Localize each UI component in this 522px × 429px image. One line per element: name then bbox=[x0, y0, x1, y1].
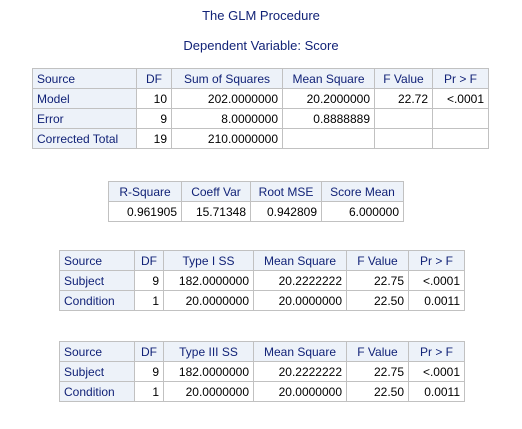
cell-df: 1 bbox=[134, 381, 164, 402]
cell-score-mean: 6.000000 bbox=[321, 201, 404, 222]
table-header-row: Source DF Type I SS Mean Square F Value … bbox=[59, 250, 465, 271]
cell-ss: 202.0000000 bbox=[171, 88, 283, 109]
cell-ms: 20.2222222 bbox=[253, 270, 347, 291]
col-header-coeff-var: Coeff Var bbox=[181, 181, 251, 202]
table-row: Condition 1 20.0000000 20.0000000 22.50 … bbox=[59, 290, 465, 311]
col-header-source: Source bbox=[59, 250, 135, 271]
col-header-source: Source bbox=[59, 341, 135, 362]
cell-f bbox=[374, 108, 433, 129]
col-header-df: DF bbox=[134, 341, 164, 362]
row-header: Error bbox=[32, 108, 137, 129]
row-header: Condition bbox=[59, 381, 135, 402]
cell-p bbox=[432, 128, 489, 149]
col-header-r-square: R-Square bbox=[108, 181, 182, 202]
cell-f bbox=[374, 128, 433, 149]
cell-ss: 8.0000000 bbox=[171, 108, 283, 129]
row-header: Model bbox=[32, 88, 137, 109]
fit-statistics-table: R-Square Coeff Var Root MSE Score Mean 0… bbox=[108, 181, 404, 222]
col-header-source: Source bbox=[32, 68, 137, 89]
cell-coeff-var: 15.71348 bbox=[181, 201, 251, 222]
col-header-mean-square: Mean Square bbox=[253, 250, 347, 271]
cell-ss: 210.0000000 bbox=[171, 128, 283, 149]
cell-f: 22.75 bbox=[346, 270, 409, 291]
dependent-variable-title: Dependent Variable: Score bbox=[183, 38, 339, 53]
cell-df: 10 bbox=[136, 88, 172, 109]
row-header: Corrected Total bbox=[32, 128, 137, 149]
col-header-pr-f: Pr > F bbox=[408, 341, 465, 362]
cell-df: 1 bbox=[134, 290, 164, 311]
cell-df: 9 bbox=[134, 270, 164, 291]
col-header-type3-ss: Type III SS bbox=[163, 341, 254, 362]
type3-ss-table: Source DF Type III SS Mean Square F Valu… bbox=[59, 341, 465, 402]
cell-ss: 20.0000000 bbox=[163, 290, 254, 311]
cell-p: <.0001 bbox=[408, 270, 465, 291]
row-header: Subject bbox=[59, 270, 135, 291]
table-header-row: Source DF Type III SS Mean Square F Valu… bbox=[59, 341, 465, 362]
col-header-pr-f: Pr > F bbox=[432, 68, 489, 89]
col-header-df: DF bbox=[134, 250, 164, 271]
col-header-mean-square: Mean Square bbox=[253, 341, 347, 362]
cell-p: 0.0011 bbox=[408, 381, 465, 402]
cell-p: 0.0011 bbox=[408, 290, 465, 311]
anova-table: Source DF Sum of Squares Mean Square F V… bbox=[32, 68, 489, 149]
cell-f: 22.50 bbox=[346, 381, 409, 402]
cell-df: 9 bbox=[134, 361, 164, 382]
cell-root-mse: 0.942809 bbox=[250, 201, 322, 222]
cell-p: <.0001 bbox=[432, 88, 489, 109]
col-header-type1-ss: Type I SS bbox=[163, 250, 254, 271]
table-row: Error 9 8.0000000 0.8888889 bbox=[32, 108, 489, 129]
table-row: Corrected Total 19 210.0000000 bbox=[32, 128, 489, 149]
cell-r-square: 0.961905 bbox=[108, 201, 182, 222]
cell-df: 9 bbox=[136, 108, 172, 129]
col-header-score-mean: Score Mean bbox=[321, 181, 404, 202]
cell-ms: 20.0000000 bbox=[253, 290, 347, 311]
table-row: Model 10 202.0000000 20.2000000 22.72 <.… bbox=[32, 88, 489, 109]
table-header-row: R-Square Coeff Var Root MSE Score Mean bbox=[108, 181, 404, 202]
cell-f: 22.50 bbox=[346, 290, 409, 311]
cell-f: 22.72 bbox=[374, 88, 433, 109]
row-header: Condition bbox=[59, 290, 135, 311]
col-header-mean-square: Mean Square bbox=[282, 68, 375, 89]
cell-ss: 20.0000000 bbox=[163, 381, 254, 402]
row-header: Subject bbox=[59, 361, 135, 382]
cell-ms bbox=[282, 128, 375, 149]
cell-ms: 20.2000000 bbox=[282, 88, 375, 109]
cell-ms: 20.2222222 bbox=[253, 361, 347, 382]
col-header-sum-of-squares: Sum of Squares bbox=[171, 68, 283, 89]
col-header-root-mse: Root MSE bbox=[250, 181, 322, 202]
cell-ms: 20.0000000 bbox=[253, 381, 347, 402]
cell-ss: 182.0000000 bbox=[163, 270, 254, 291]
cell-ms: 0.8888889 bbox=[282, 108, 375, 129]
table-row: Subject 9 182.0000000 20.2222222 22.75 <… bbox=[59, 361, 465, 382]
cell-f: 22.75 bbox=[346, 361, 409, 382]
col-header-pr-f: Pr > F bbox=[408, 250, 465, 271]
table-row: Condition 1 20.0000000 20.0000000 22.50 … bbox=[59, 381, 465, 402]
cell-df: 19 bbox=[136, 128, 172, 149]
cell-p bbox=[432, 108, 489, 129]
col-header-f-value: F Value bbox=[346, 250, 409, 271]
table-row: Subject 9 182.0000000 20.2222222 22.75 <… bbox=[59, 270, 465, 291]
procedure-title: The GLM Procedure bbox=[202, 8, 320, 23]
cell-p: <.0001 bbox=[408, 361, 465, 382]
col-header-df: DF bbox=[136, 68, 172, 89]
col-header-f-value: F Value bbox=[374, 68, 433, 89]
table-header-row: Source DF Sum of Squares Mean Square F V… bbox=[32, 68, 489, 89]
table-row: 0.961905 15.71348 0.942809 6.000000 bbox=[108, 201, 404, 222]
type1-ss-table: Source DF Type I SS Mean Square F Value … bbox=[59, 250, 465, 311]
col-header-f-value: F Value bbox=[346, 341, 409, 362]
cell-ss: 182.0000000 bbox=[163, 361, 254, 382]
